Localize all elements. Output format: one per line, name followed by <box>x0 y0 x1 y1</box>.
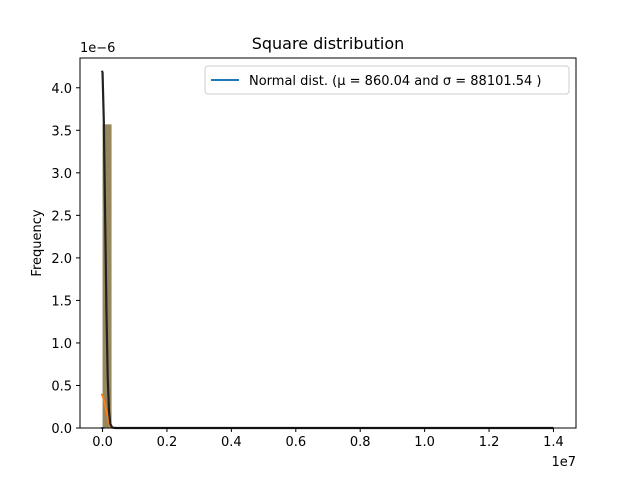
y-tick-label: 4.0 <box>51 82 72 97</box>
axes-frame <box>79 57 577 429</box>
y-tick-label: 2.5 <box>51 209 72 224</box>
x-tick-label: 1.2 <box>479 435 500 450</box>
chart-title: Square distribution <box>252 34 405 53</box>
x-tick-label: 1.4 <box>543 435 564 450</box>
x-axis: 0.0 0.2 0.4 0.6 0.8 1.0 1.2 1.4 <box>92 428 564 450</box>
plot-area <box>100 70 554 430</box>
y-axis: 0.0 0.5 1.0 1.5 2.0 2.5 3.0 3.5 4.0 <box>51 82 80 437</box>
y-axis-label: Frequency <box>30 209 45 276</box>
x-tick-label: 1.0 <box>414 435 435 450</box>
y-tick-label: 2.0 <box>51 252 72 267</box>
x-tick-label: 0.6 <box>285 435 306 450</box>
x-offset-text: 1e7 <box>551 455 576 470</box>
y-tick-label: 1.0 <box>51 337 72 352</box>
x-tick-label: 0.8 <box>350 435 371 450</box>
legend: Normal dist. (μ = 860.04 and σ = 88101.5… <box>204 65 570 95</box>
x-tick-label: 0.2 <box>157 435 178 450</box>
y-tick-label: 3.0 <box>51 167 72 182</box>
y-offset-text: 1e−6 <box>80 41 115 56</box>
y-tick-label: 1.5 <box>51 294 72 309</box>
y-tick-label: 0.0 <box>51 422 72 437</box>
series-line-2 <box>100 70 554 430</box>
y-tick-label: 3.5 <box>51 124 72 139</box>
series-line-1 <box>100 393 112 429</box>
x-tick-label: 0.4 <box>221 435 242 450</box>
y-tick-label: 0.5 <box>51 379 72 394</box>
legend-box <box>204 65 570 95</box>
legend-entry-label: Normal dist. (μ = 860.04 and σ = 88101.5… <box>249 74 542 89</box>
x-tick-label: 0.0 <box>92 435 113 450</box>
